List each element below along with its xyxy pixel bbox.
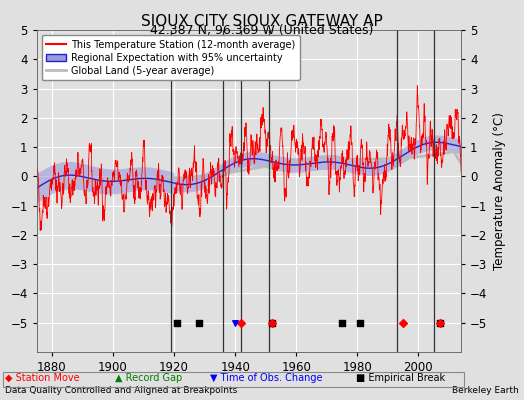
Point [338,320,346,326]
Text: ◆ Station Move: ◆ Station Move [5,373,80,383]
Point [399,320,407,326]
Point [268,320,276,326]
Text: ▲ Record Gap: ▲ Record Gap [115,373,182,383]
Text: Berkeley Earth: Berkeley Earth [452,386,519,395]
Y-axis label: Temperature Anomaly (°C): Temperature Anomaly (°C) [493,112,506,270]
Text: SIOUX CITY SIOUX GATEWAY AP: SIOUX CITY SIOUX GATEWAY AP [141,14,383,29]
Legend: This Temperature Station (12-month average), Regional Expectation with 95% uncer: This Temperature Station (12-month avera… [41,35,300,80]
Point [231,320,239,326]
Point [173,320,181,326]
Text: ■ Empirical Break: ■ Empirical Break [356,373,445,383]
Point [268,320,276,326]
Text: 42.387 N, 96.369 W (United States): 42.387 N, 96.369 W (United States) [150,24,374,37]
Point [435,320,444,326]
Text: Data Quality Controlled and Aligned at Breakpoints: Data Quality Controlled and Aligned at B… [5,386,237,395]
Point [435,320,444,326]
Text: ▼ Time of Obs. Change: ▼ Time of Obs. Change [210,373,322,383]
Point [194,320,203,326]
Point [237,320,245,326]
Point [356,320,365,326]
